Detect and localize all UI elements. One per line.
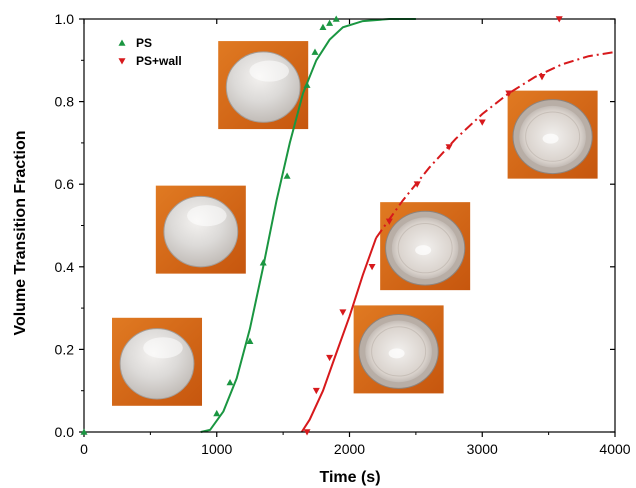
data-point xyxy=(80,428,88,435)
data-point xyxy=(303,81,311,88)
x-tick-label: 2000 xyxy=(334,441,365,457)
y-tick-label: 0.4 xyxy=(55,259,75,275)
data-point xyxy=(368,264,376,271)
data-point xyxy=(213,409,221,417)
inset-photo xyxy=(218,41,309,130)
fit-line xyxy=(300,237,378,433)
data-point xyxy=(538,74,546,81)
data-point xyxy=(332,15,340,22)
legend-label: PS+wall xyxy=(136,54,182,68)
inset-photo xyxy=(507,90,598,179)
axes: 0 1000 2000 3000 4000 0.0 0.2 0.4 0.6 0.8 1.0 xyxy=(55,11,631,457)
data-point xyxy=(312,387,320,395)
y-tick-label: 0.6 xyxy=(55,176,75,192)
data-point xyxy=(505,90,513,97)
data-point xyxy=(259,259,267,266)
legend-marker xyxy=(118,39,126,46)
x-tick-label: 1000 xyxy=(201,441,232,457)
data-point xyxy=(555,16,563,23)
data-points xyxy=(80,15,563,436)
data-point xyxy=(413,181,421,188)
data-point xyxy=(246,337,254,344)
x-tick-label: 3000 xyxy=(467,441,498,457)
inset-photo xyxy=(112,317,203,406)
inset-photo xyxy=(353,305,444,394)
inset-photos xyxy=(112,41,598,406)
x-tick-label: 0 xyxy=(80,441,88,457)
data-point xyxy=(326,354,334,362)
data-point xyxy=(319,23,327,31)
inset-photo xyxy=(155,185,246,274)
legend: PS PS+wall xyxy=(118,36,182,68)
inset-photo xyxy=(380,202,471,291)
y-axis-title: Volume Transition Fraction xyxy=(12,130,29,335)
y-tick-label: 0.0 xyxy=(55,424,75,440)
data-point xyxy=(445,144,453,151)
data-point xyxy=(326,19,334,26)
data-point xyxy=(478,119,486,126)
data-point xyxy=(385,218,393,225)
data-point xyxy=(303,429,311,436)
x-axis-title: Time (s) xyxy=(319,469,380,486)
y-tick-label: 1.0 xyxy=(55,11,75,27)
y-tick-label: 0.2 xyxy=(55,341,75,357)
data-point xyxy=(311,48,319,55)
data-point xyxy=(339,309,347,316)
legend-marker xyxy=(118,58,126,65)
data-point xyxy=(283,172,291,179)
legend-label: PS xyxy=(136,36,152,50)
data-point xyxy=(226,378,234,386)
fit-line xyxy=(200,18,416,433)
x-tick-label: 4000 xyxy=(599,441,630,457)
y-tick-label: 0.8 xyxy=(55,94,75,110)
